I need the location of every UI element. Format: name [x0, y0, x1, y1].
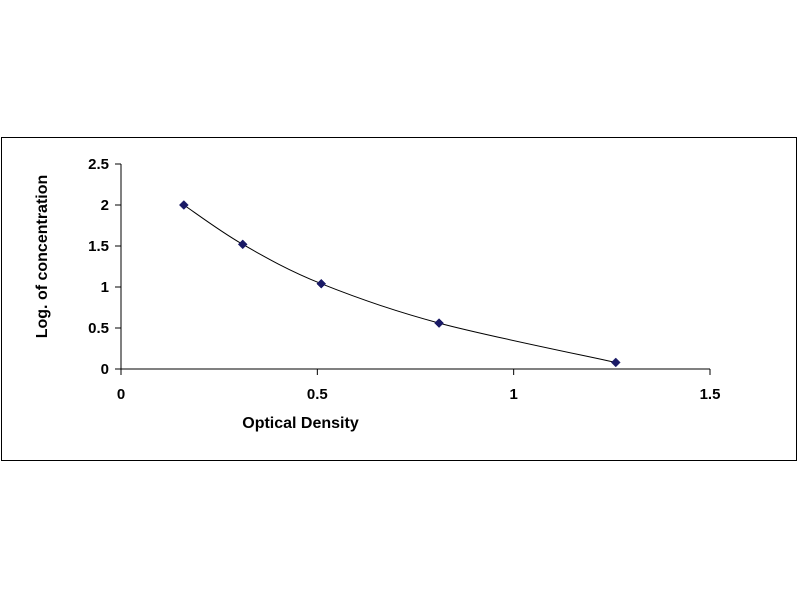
trend-curve-group: [183, 204, 616, 363]
tick-labels: 0 0.5 1 1.5 2 2.5 0 0.5 1 1.5: [88, 156, 720, 403]
data-point: [237, 239, 248, 250]
trend-curve: [183, 204, 616, 363]
axes: [115, 163, 711, 375]
x-tick-label: 1.5: [700, 386, 721, 403]
y-tick-label: 2.5: [88, 156, 109, 173]
chart-frame: 0 0.5 1 1.5 2 2.5 0 0.5 1 1.5 Optical Density Log…: [1, 137, 797, 461]
x-axis-title: Optical Density: [242, 415, 359, 432]
y-tick-label: 1.5: [88, 238, 109, 255]
data-point: [434, 318, 444, 328]
y-tick-label: 1: [101, 279, 109, 296]
y-tick-label: 0.5: [88, 320, 109, 337]
x-tick-label: 0.5: [307, 386, 328, 403]
y-tick-label: 2: [101, 197, 109, 214]
chart-plot: 0 0.5 1 1.5 2 2.5 0 0.5 1 1.5 Optical Density Log…: [34, 156, 720, 432]
y-tick-label: 0: [101, 361, 109, 378]
y-axis-title: Log. of concentration: [34, 175, 51, 339]
data-point: [316, 278, 327, 289]
data-points: [178, 200, 621, 368]
x-tick-label: 1: [509, 386, 517, 403]
x-tick-label: 0: [117, 386, 125, 403]
data-point: [610, 357, 621, 368]
data-point: [178, 200, 189, 210]
